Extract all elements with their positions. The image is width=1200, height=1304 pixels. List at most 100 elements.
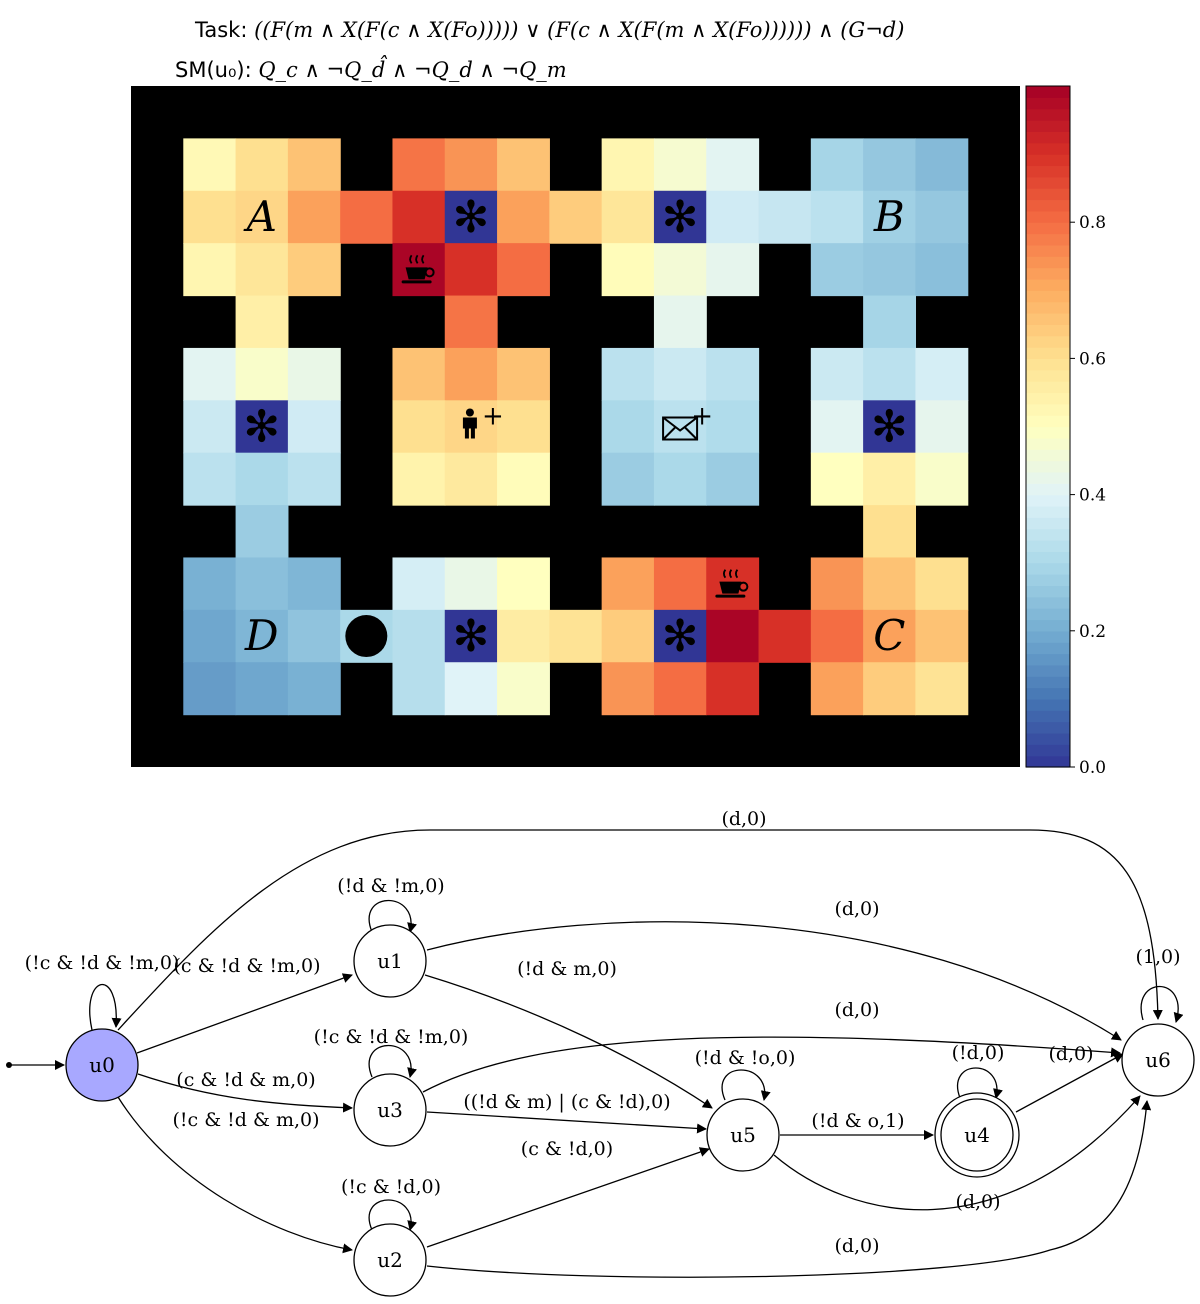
coffee-cup-icon — [715, 569, 749, 598]
colorbar-segment — [1026, 154, 1070, 167]
grid-cell — [392, 662, 446, 716]
grid-cell — [601, 138, 655, 192]
grid-cell — [392, 400, 446, 454]
grid-cell — [758, 609, 812, 663]
edge-label-u4-u4: (!d,0) — [952, 1042, 1005, 1064]
grid-cell — [915, 138, 969, 192]
state-u6-label: u6 — [1145, 1048, 1171, 1072]
grid-cells — [183, 138, 969, 716]
decoration-star-icon: ✻ — [662, 611, 699, 662]
grid-cell — [287, 190, 341, 244]
grid-cell — [392, 138, 446, 192]
person-icon — [462, 408, 477, 439]
edge-label-u0-u3: (c & !d & m,0) — [176, 1069, 315, 1091]
grid-cell — [235, 243, 289, 297]
plus-mark: + — [482, 402, 504, 432]
grid-cell — [497, 452, 550, 506]
colorbar-segment — [1026, 540, 1070, 552]
grid-cell — [653, 557, 707, 611]
grid-cell — [601, 347, 655, 401]
grid-cell — [235, 190, 289, 244]
grid-cell — [444, 138, 498, 192]
edge-u2-u2 — [368, 1199, 418, 1231]
grid-cell — [392, 347, 446, 401]
colorbar-segment — [1026, 301, 1070, 314]
grid-cell — [287, 138, 341, 192]
colorbar-segment — [1026, 551, 1070, 564]
edge-u0-u0 — [89, 983, 122, 1031]
colorbar-segment — [1026, 494, 1070, 507]
colorbar-segment — [1026, 642, 1070, 655]
grid-cell — [444, 557, 498, 611]
grid-markers: ✻ ✻ ✻ ✻ ✻ ✻ + + — [243, 192, 907, 662]
state-u2 — [353, 1223, 427, 1297]
plus-mark: + — [691, 402, 713, 432]
colorbar-segment — [1026, 596, 1070, 609]
grid-cell — [287, 347, 341, 401]
grid-cell — [444, 243, 498, 297]
decoration-star-icon: ✻ — [243, 402, 280, 453]
colorbar-segment — [1026, 86, 1070, 98]
grid-cell — [863, 400, 917, 454]
colorbar-segment — [1026, 165, 1070, 178]
colorbar-segment — [1026, 233, 1070, 246]
colorbar-segment — [1026, 471, 1070, 484]
grid-cell — [706, 609, 760, 663]
grid-cell — [444, 609, 498, 663]
grid-cell — [497, 400, 550, 454]
grid-cell — [706, 243, 760, 297]
grid-cell — [235, 452, 289, 506]
colorbar-segment — [1026, 755, 1070, 768]
colorbar-segment — [1026, 244, 1070, 257]
grid-cell — [863, 295, 917, 349]
grid-cell — [183, 400, 237, 454]
colorbar-segment — [1026, 505, 1070, 518]
grid-cell — [706, 662, 760, 716]
grid-cell — [915, 400, 969, 454]
state-u2-label: u2 — [377, 1248, 403, 1272]
grid-cell — [915, 452, 969, 506]
decoration-star-icon: ✻ — [662, 192, 699, 243]
grid-cell — [601, 557, 655, 611]
grid-cell — [183, 662, 237, 716]
edge-label-u5-u4: (!d & o,1) — [811, 1110, 904, 1132]
colorbar-segment — [1026, 517, 1070, 530]
colorbar-segment — [1026, 256, 1070, 269]
edge-label-u0-u2: (!c & !d & m,0) — [172, 1109, 319, 1131]
colorbar-segment — [1026, 97, 1070, 110]
node-labels: u0 u1 u2 u3 u4 u5 u6 — [89, 949, 1171, 1272]
colorbar-frame — [1025, 85, 1071, 768]
coffee-cup-icon — [401, 254, 435, 284]
grid-cell — [810, 190, 864, 244]
grid-cell — [653, 609, 707, 663]
grid-cell — [497, 243, 550, 297]
grid-cell — [915, 557, 969, 611]
colorbar-segment — [1026, 698, 1070, 711]
grid-cell — [549, 609, 603, 663]
colorbar-tick-label: 0.2 — [1079, 622, 1106, 642]
colorbar-segment — [1026, 108, 1070, 121]
automaton-diagram: u0 u1 u2 u3 u4 u5 u6 (!c & !d & !m,0) (c… — [6, 808, 1195, 1297]
grid-cell — [497, 190, 550, 244]
nodes — [65, 924, 1195, 1297]
colorbar-segment — [1026, 278, 1070, 291]
grid-cell — [392, 452, 446, 506]
colorbar-segment — [1026, 585, 1070, 598]
colorbar-segment — [1026, 732, 1070, 745]
colorbar-segment — [1026, 562, 1070, 575]
grid-cell — [915, 243, 969, 297]
grid-cell — [183, 138, 237, 192]
grid-cell — [392, 557, 446, 611]
grid-cell — [653, 662, 707, 716]
state-u5-label: u5 — [730, 1123, 756, 1147]
edge-label-u0-u1: (c & !d & !m,0) — [173, 955, 320, 977]
grid-cell — [497, 347, 550, 401]
colorbar-tick-label: 0.8 — [1079, 213, 1106, 233]
grid-cell — [497, 662, 550, 716]
edge-u2-u6 — [426, 1100, 1152, 1278]
grid-cell — [183, 452, 237, 506]
edge-u1-u1 — [368, 900, 417, 933]
grid-cell — [810, 138, 864, 192]
colorbar-segment — [1026, 676, 1070, 689]
edge-label-u2-u5: (c & !d,0) — [521, 1138, 613, 1160]
